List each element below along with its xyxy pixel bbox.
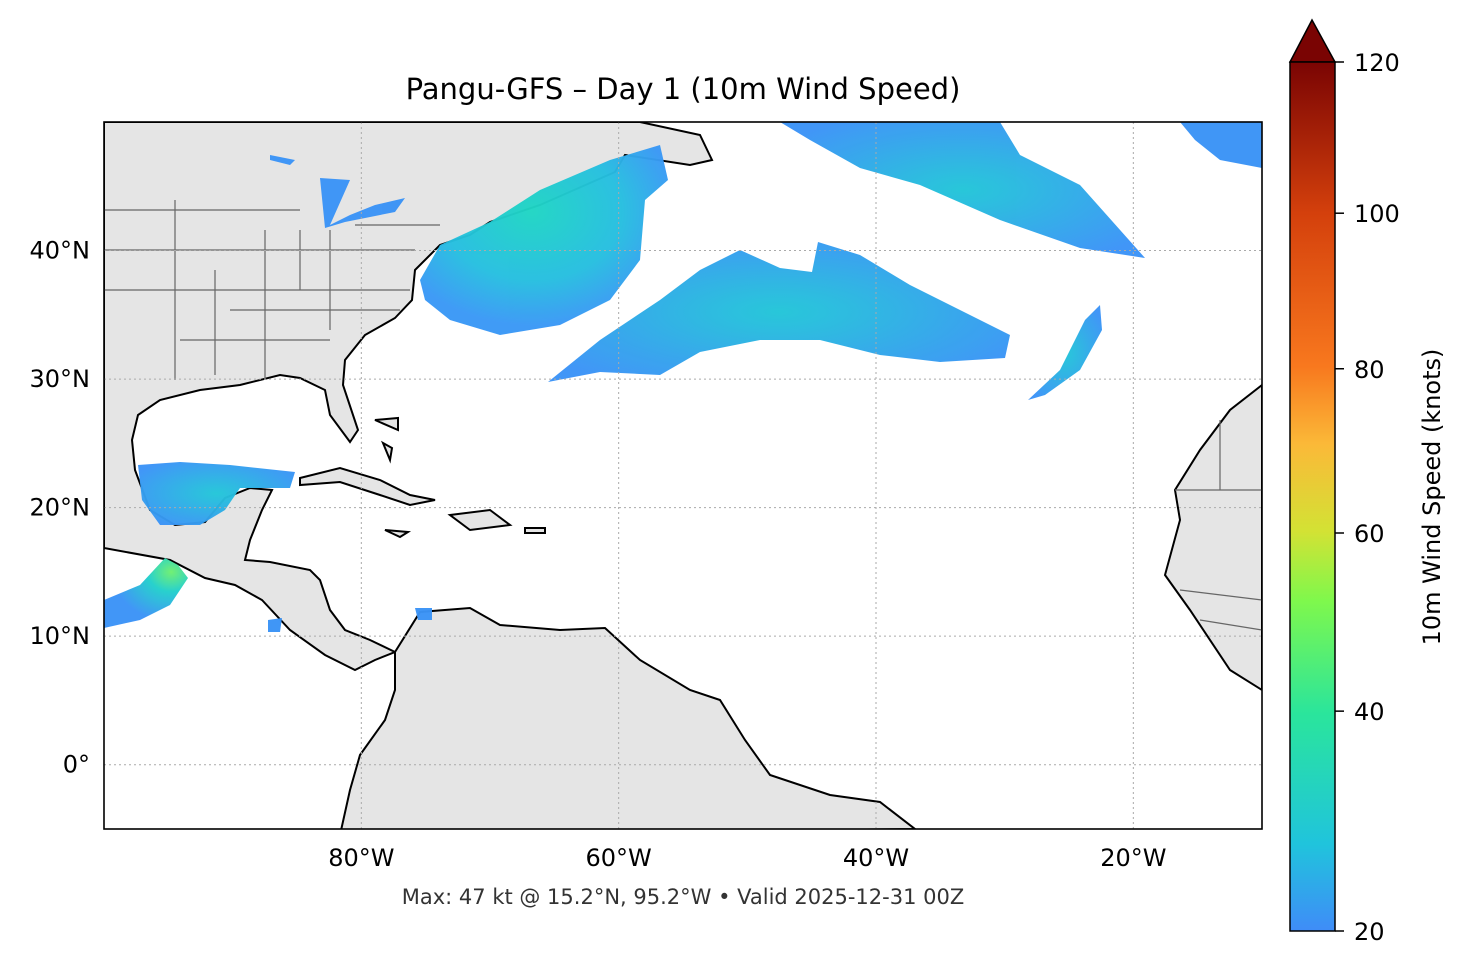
wind-patch-tehuantepec [104,558,188,628]
wind-patch-great-lakes [270,155,405,228]
colorbar-extend-arrow [1288,18,1337,63]
lon-tick-label: 80°W [328,844,394,872]
longitude-ticks: 80°W 60°W 40°W 20°W [328,844,1166,872]
lat-tick-label: 20°N [30,494,91,522]
colorbar-tick-label: 40 [1354,698,1385,726]
state-borders [104,200,1262,631]
land [104,122,1262,829]
wind-speed-field [104,122,1262,632]
lon-tick-label: 60°W [586,844,652,872]
wind-patch-gulf [138,462,295,525]
jamaica [384,529,412,539]
colorbar-tick-label: 120 [1354,49,1400,77]
hispaniola [447,508,513,532]
wind-patch-ne-corner [1180,122,1262,168]
puerto-rico [524,527,546,534]
wind-patch-central-atlantic [548,242,1010,382]
wind-patch-east [1028,305,1102,400]
wind-patch-north-atlantic [780,122,1145,258]
lat-tick-label: 40°N [30,237,91,265]
lat-tick-label: 10°N [30,622,91,650]
colorbar-gradient [1289,61,1336,932]
lat-tick-label: 0° [63,751,90,779]
colorbar-tick-label: 20 [1354,918,1385,946]
map-axes [104,122,1262,829]
africa [1163,383,1262,692]
wind-patch-caribbean [268,608,432,632]
map-frame [103,121,1263,830]
colorbar-label: 10m Wind Speed (knots) [1418,349,1446,646]
colorbar-tick-label: 80 [1354,356,1385,384]
map-title: Pangu-GFS – Day 1 (10m Wind Speed) [406,72,961,106]
lon-tick-label: 40°W [843,844,909,872]
south-america [340,606,917,829]
bahamas [374,416,399,464]
colorbar-ticks: 120 100 80 60 40 20 [1335,49,1400,946]
latitude-ticks: 40°N 30°N 20°N 10°N 0° [30,237,91,779]
colorbar-tick-label: 60 [1354,520,1385,548]
colorbar: 120 100 80 60 40 20 10m Wind Speed (knots) [1288,18,1446,946]
colorbar-tick-label: 100 [1354,200,1400,228]
max-wind-subtitle: Max: 47 kt @ 15.2°N, 95.2°W • Valid 2025… [402,885,965,909]
gridlines [104,122,1262,829]
lat-tick-label: 30°N [30,365,91,393]
cuba [299,466,436,507]
wind-patch-nw-atlantic [420,145,668,335]
lon-tick-label: 20°W [1100,844,1166,872]
